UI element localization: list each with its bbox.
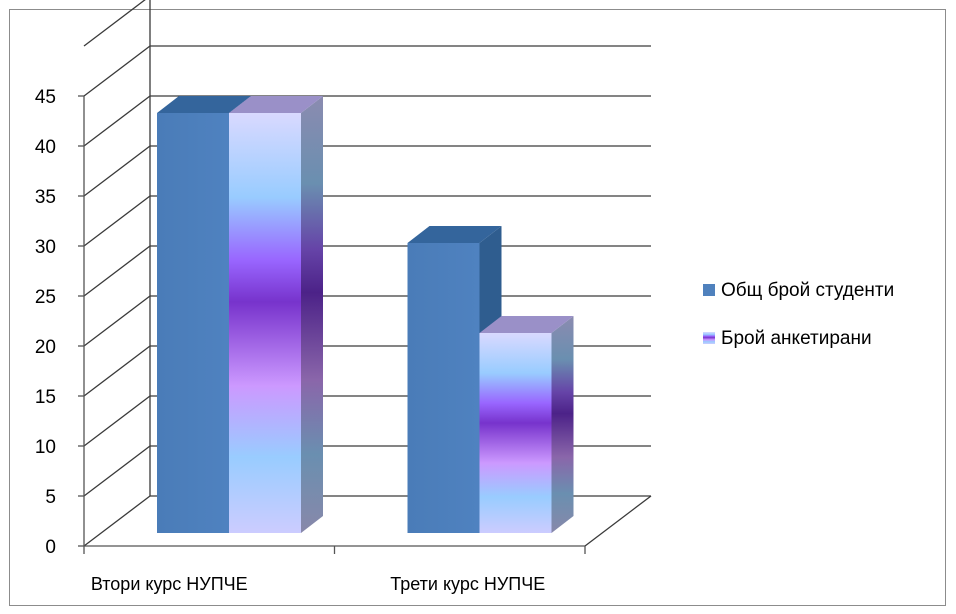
gridline-side — [83, 295, 151, 347]
y-tick-label: 20 — [35, 337, 56, 358]
bar — [479, 333, 552, 533]
gridline-side — [83, 195, 151, 247]
y-tick-label: 25 — [35, 287, 56, 308]
bar — [229, 113, 301, 533]
bar-top — [407, 226, 502, 243]
legend-label: Общ брой студенти — [721, 280, 894, 301]
bar — [157, 113, 229, 533]
x-tick-label: Трети курс НУПЧЕ — [390, 574, 545, 594]
y-tick-label: 40 — [35, 137, 56, 158]
gridline-side — [83, 445, 151, 497]
bar — [407, 243, 480, 533]
gridline-side — [83, 145, 151, 197]
gridline-side — [83, 95, 151, 147]
y-tick-label: 0 — [45, 537, 56, 558]
legend-swatch — [703, 284, 715, 296]
legend-swatch — [703, 332, 715, 344]
floor-edge — [584, 495, 652, 547]
bar-top — [479, 316, 574, 333]
gridline-side — [83, 0, 146, 47]
bar-top — [157, 96, 251, 113]
y-tick-label: 30 — [35, 237, 56, 258]
y-tick-label: 35 — [35, 187, 56, 208]
legend-label: Брой анкетирани — [721, 328, 872, 349]
gridline-side — [83, 45, 151, 97]
y-tick-label: 15 — [35, 387, 56, 408]
legend-item: Брой анкетирани — [703, 328, 872, 349]
y-tick-label: 10 — [35, 437, 56, 458]
gridline-side — [83, 395, 151, 447]
gridline-side — [83, 345, 151, 397]
bar-side — [551, 316, 574, 533]
gridline-side — [83, 245, 151, 297]
y-tick-label: 5 — [45, 487, 56, 508]
y-tick-label: 45 — [35, 87, 56, 108]
x-tick-label: Втори курс НУПЧЕ — [91, 574, 248, 594]
legend-item: Общ брой студенти — [703, 280, 894, 301]
bar-side — [301, 96, 323, 533]
gridline-side — [83, 495, 151, 547]
bar-top — [229, 96, 323, 113]
